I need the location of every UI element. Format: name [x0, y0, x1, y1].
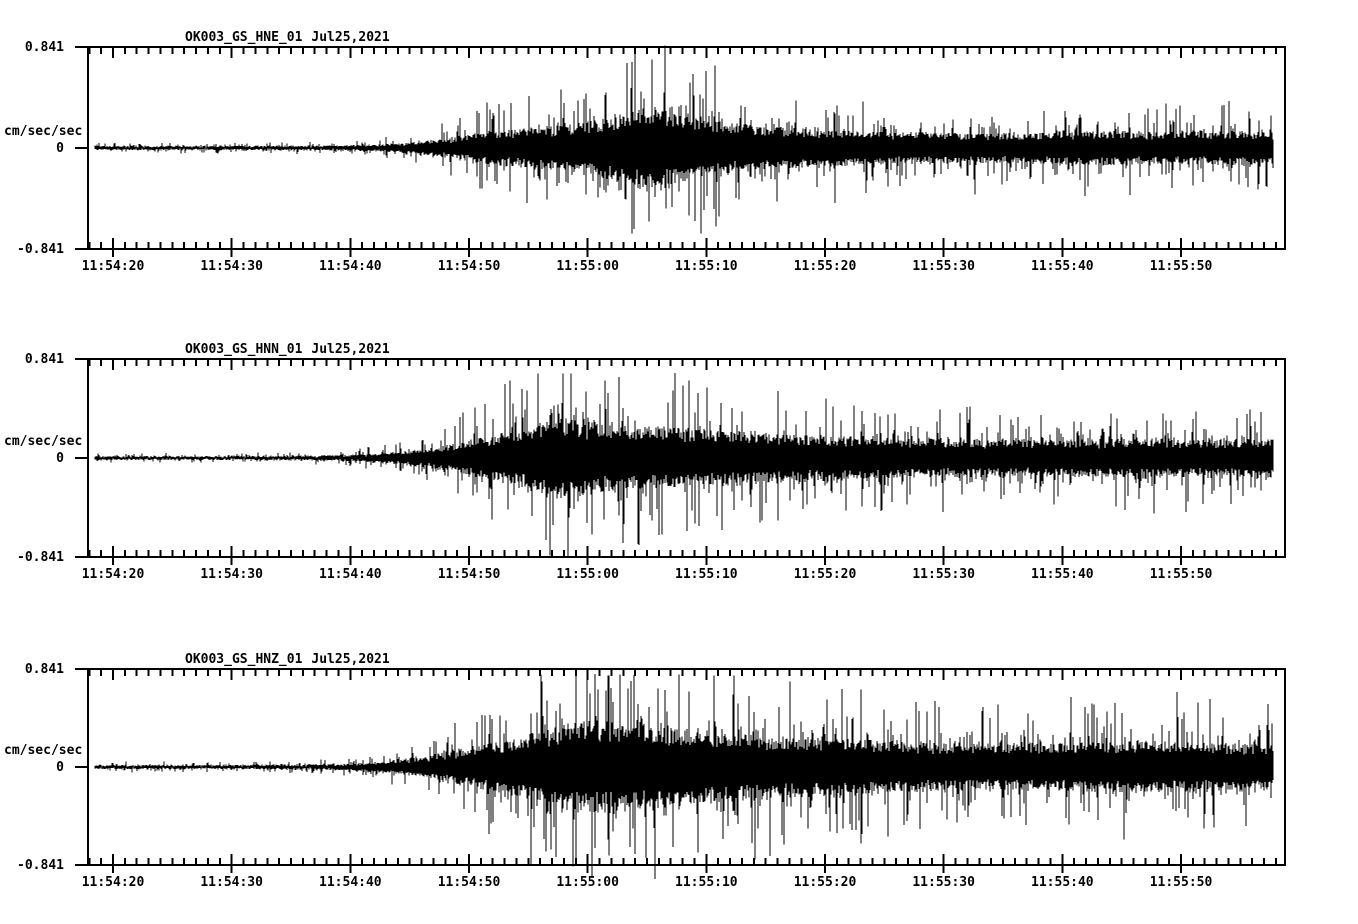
x-tick-label: 11:55:30	[912, 875, 975, 890]
x-tick-label: 11:54:40	[319, 567, 382, 582]
x-tick-label: 11:55:40	[1031, 875, 1094, 890]
x-tick-label: 11:55:00	[556, 567, 619, 582]
y-zero-label: 0	[56, 451, 64, 466]
y-zero-label: 0	[56, 760, 64, 775]
x-tick-label: 11:55:30	[912, 567, 975, 582]
x-tick-label: 11:55:10	[675, 259, 738, 274]
x-tick-label: 11:54:30	[200, 875, 263, 890]
x-tick-label: 11:55:40	[1031, 567, 1094, 582]
x-tick-label: 11:54:50	[437, 875, 501, 890]
panel-title-date: Jul25,2021	[311, 342, 390, 357]
y-unit-label: cm/sec/sec	[4, 743, 83, 758]
y-zero-label: 0	[56, 141, 64, 156]
x-tick-label: 11:54:50	[437, 567, 501, 582]
y-max-label: 0.841	[24, 662, 64, 677]
x-tick-label: 11:54:20	[81, 567, 145, 582]
x-tick-label: 11:55:10	[675, 875, 738, 890]
y-max-label: 0.841	[24, 40, 64, 55]
x-tick-label: 11:55:50	[1149, 567, 1213, 582]
y-min-label: -0.841	[17, 858, 64, 873]
x-tick-label: 11:55:20	[793, 875, 857, 890]
panel-title: OK003_GS_HNZ_01 Jul25,2021	[185, 652, 390, 668]
x-tick-label: 11:55:50	[1149, 259, 1213, 274]
panel-title: OK003_GS_HNN_01 Jul25,2021	[185, 342, 390, 358]
y-unit-label: cm/sec/sec	[4, 434, 83, 449]
x-tick-label: 11:54:30	[200, 259, 263, 274]
x-tick-label: 11:54:40	[319, 259, 382, 274]
x-tick-label: 11:54:20	[81, 259, 145, 274]
y-unit-label: cm/sec/sec	[4, 124, 83, 139]
seismic-trace-OK003_GS_HNZ_01	[94, 674, 1274, 879]
x-tick-label: 11:54:40	[319, 875, 382, 890]
panel-title-station: OK003_GS_HNE_01	[185, 30, 303, 45]
panel-title-station: OK003_GS_HNN_01	[185, 342, 303, 357]
x-tick-label: 11:54:50	[437, 259, 501, 274]
panel-title-station: OK003_GS_HNZ_01	[185, 652, 303, 667]
panel-title: OK003_GS_HNE_01 Jul25,2021	[185, 30, 390, 46]
x-tick-label: 11:55:40	[1031, 259, 1094, 274]
x-tick-label: 11:55:00	[556, 875, 619, 890]
x-tick-label: 11:54:30	[200, 567, 263, 582]
panel-title-date: Jul25,2021	[311, 652, 390, 667]
x-tick-label: 11:55:30	[912, 259, 975, 274]
x-tick-label: 11:54:20	[81, 875, 145, 890]
seismic-trace-OK003_GS_HNN_01	[94, 372, 1274, 557]
x-tick-label: 11:55:50	[1149, 875, 1213, 890]
x-tick-label: 11:55:20	[793, 567, 857, 582]
x-tick-label: 11:55:10	[675, 567, 738, 582]
seismic-trace-OK003_GS_HNE_01	[94, 45, 1274, 234]
panel-title-date: Jul25,2021	[311, 30, 390, 45]
y-min-label: -0.841	[17, 242, 64, 257]
y-min-label: -0.841	[17, 550, 64, 565]
y-max-label: 0.841	[24, 352, 64, 367]
x-tick-label: 11:55:20	[793, 259, 857, 274]
x-tick-label: 11:55:00	[556, 259, 619, 274]
